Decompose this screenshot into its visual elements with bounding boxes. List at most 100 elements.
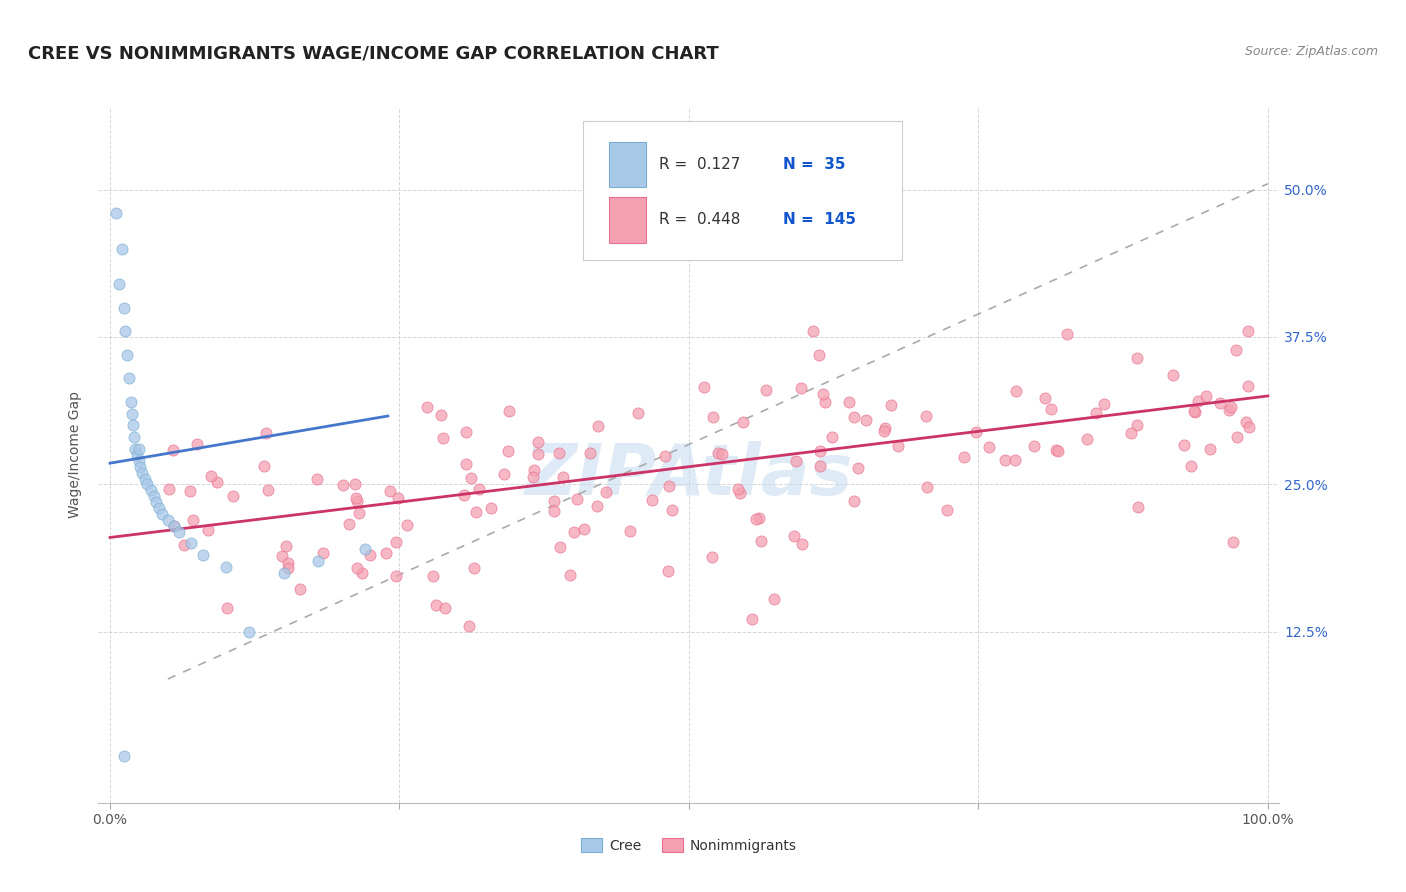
Point	[136, 477, 159, 491]
Point	[122, 418, 145, 433]
Point	[205, 475, 228, 490]
Point	[702, 550, 724, 565]
Point	[148, 500, 170, 515]
Point	[1092, 397, 1115, 411]
Point	[238, 624, 260, 639]
Point	[145, 495, 167, 509]
Point	[186, 436, 208, 450]
Point	[1182, 404, 1205, 418]
Point	[350, 566, 373, 580]
Point	[217, 601, 239, 615]
Point	[458, 619, 481, 633]
Point	[1226, 430, 1249, 444]
Point	[661, 503, 683, 517]
Text: N =  35: N = 35	[783, 157, 846, 171]
Point	[1219, 400, 1241, 414]
Point	[548, 446, 571, 460]
Point	[522, 470, 544, 484]
Point	[1084, 406, 1107, 420]
Point	[763, 592, 786, 607]
Point	[1126, 500, 1149, 514]
Point	[305, 472, 328, 486]
Point	[222, 489, 245, 503]
Point	[277, 561, 299, 575]
Point	[731, 415, 754, 429]
Point	[730, 485, 752, 500]
Point	[595, 484, 617, 499]
Point	[1004, 453, 1026, 467]
Point	[842, 493, 865, 508]
Point	[494, 467, 516, 482]
Point	[312, 546, 335, 560]
Point	[527, 447, 550, 461]
Point	[790, 381, 813, 395]
Point	[422, 569, 444, 583]
Point	[1218, 403, 1240, 417]
Point	[121, 407, 143, 421]
Point	[790, 537, 813, 551]
Point	[277, 556, 299, 570]
Point	[139, 483, 162, 498]
Point	[1126, 417, 1149, 432]
Point	[875, 421, 897, 435]
Point	[347, 506, 370, 520]
Point	[380, 484, 402, 499]
Point	[346, 561, 368, 575]
Point	[821, 430, 844, 444]
Point	[572, 522, 595, 536]
Point	[977, 440, 1000, 454]
Text: ZIPAtlas: ZIPAtlas	[524, 442, 853, 510]
Point	[1236, 324, 1258, 338]
Point	[120, 395, 142, 409]
Point	[1045, 443, 1067, 458]
Point	[783, 529, 806, 543]
Point	[586, 418, 609, 433]
Point	[1119, 425, 1142, 440]
Point	[498, 403, 520, 417]
Point	[346, 493, 368, 508]
Point	[179, 483, 201, 498]
Point	[1209, 396, 1232, 410]
Point	[1184, 405, 1206, 419]
Point	[658, 479, 681, 493]
Point	[110, 242, 132, 256]
Point	[1225, 343, 1247, 357]
Point	[359, 549, 381, 563]
Point	[128, 454, 150, 468]
Point	[745, 512, 768, 526]
Point	[274, 539, 297, 553]
Point	[1195, 389, 1218, 403]
Point	[197, 523, 219, 537]
Point	[872, 424, 894, 438]
Point	[1237, 420, 1260, 434]
Point	[173, 538, 195, 552]
Point	[337, 517, 360, 532]
Point	[813, 387, 835, 401]
Bar	[609, 197, 647, 243]
Point	[124, 442, 146, 456]
Point	[169, 524, 191, 539]
Point	[496, 444, 519, 458]
Point	[558, 567, 581, 582]
Point	[880, 398, 903, 412]
Point	[112, 748, 135, 763]
Point	[200, 468, 222, 483]
Point	[163, 518, 186, 533]
Point	[129, 459, 152, 474]
Point	[1173, 438, 1195, 452]
Point	[453, 488, 475, 502]
Point	[143, 489, 166, 503]
Point	[479, 500, 502, 515]
Point	[808, 458, 831, 473]
Point	[180, 536, 202, 550]
Point	[257, 483, 280, 497]
Point	[429, 408, 451, 422]
Point	[104, 206, 127, 220]
Point	[953, 450, 976, 465]
Point	[460, 471, 482, 485]
Point	[543, 504, 565, 518]
Point	[579, 446, 602, 460]
Point	[527, 435, 550, 450]
Point	[1033, 391, 1056, 405]
Point	[702, 410, 724, 425]
